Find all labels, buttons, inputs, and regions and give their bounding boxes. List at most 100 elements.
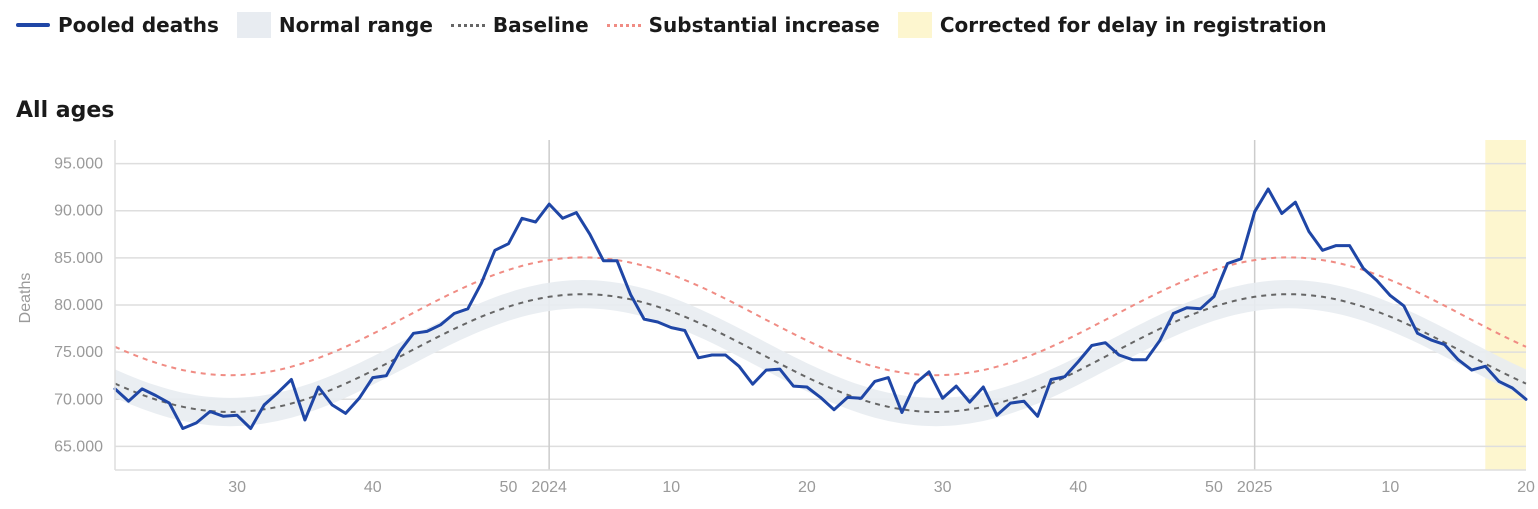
y-tick-label: 80.000	[54, 297, 103, 314]
y-tick-label: 70.000	[54, 391, 103, 408]
data-point	[982, 385, 985, 389]
y-tick-label: 90.000	[54, 203, 103, 220]
legend-label: Corrected for delay in registration	[939, 13, 1327, 37]
y-tick-label: 95.000	[54, 156, 103, 173]
legend-swatch	[897, 12, 932, 38]
data-point	[303, 418, 307, 422]
data-point	[602, 259, 605, 262]
x-tick-label: 10	[1381, 479, 1399, 496]
data-point	[1280, 212, 1284, 215]
data-point	[534, 220, 537, 224]
x-tick-label: 2025	[1237, 479, 1273, 496]
data-point	[168, 401, 171, 405]
data-point	[1334, 244, 1338, 247]
data-point	[1416, 332, 1419, 335]
data-point	[1199, 307, 1202, 310]
data-point	[330, 403, 334, 407]
data-point	[439, 323, 442, 326]
data-point	[1172, 312, 1175, 315]
chart-title: All ages	[16, 98, 115, 123]
data-point	[1131, 358, 1134, 361]
data-point	[1239, 257, 1243, 260]
normal-range-band	[115, 280, 1526, 427]
data-point	[1185, 306, 1189, 309]
data-point	[1049, 378, 1053, 381]
legend: Pooled deaths Normal range Baseline Substan…	[16, 10, 1327, 40]
data-point	[1077, 360, 1080, 363]
y-axis-label: Deaths	[17, 273, 34, 324]
data-point	[900, 411, 904, 414]
data-point	[480, 282, 483, 285]
data-point	[642, 317, 646, 321]
data-point	[1470, 368, 1473, 372]
data-point	[1524, 398, 1528, 401]
legend-item: Corrected for delay in registration	[897, 12, 1327, 38]
data-point	[1362, 267, 1365, 270]
data-point	[1321, 249, 1324, 252]
data-point	[222, 415, 225, 418]
x-tick-label: 50	[1205, 479, 1223, 496]
data-point	[181, 427, 184, 430]
data-point	[317, 385, 320, 389]
data-point	[195, 421, 198, 425]
legend-label: Substantial increase	[648, 13, 880, 37]
legend-label: Pooled deaths	[58, 13, 219, 37]
data-point	[154, 394, 157, 397]
y-tick-label: 75.000	[54, 344, 103, 361]
data-point	[208, 410, 212, 413]
data-point	[1443, 343, 1446, 346]
data-point	[670, 326, 673, 329]
data-point	[1497, 380, 1501, 383]
data-point	[1117, 353, 1121, 357]
data-point	[1402, 304, 1406, 308]
data-point	[805, 385, 809, 389]
data-point	[873, 380, 876, 383]
data-point	[548, 202, 551, 206]
data-point	[832, 408, 836, 411]
data-point	[683, 329, 686, 332]
data-point	[466, 307, 469, 310]
data-point	[615, 259, 619, 262]
data-point	[1375, 279, 1379, 282]
x-tick-label: 20	[798, 479, 816, 496]
legend-item: Baseline	[450, 13, 589, 37]
data-point	[263, 403, 266, 407]
data-point	[656, 320, 659, 324]
data-point	[819, 396, 822, 399]
data-point	[1022, 400, 1026, 403]
x-tick-label: 30	[934, 479, 952, 496]
data-point	[1063, 375, 1066, 378]
data-point	[398, 350, 402, 353]
legend-label: Normal range	[278, 13, 433, 37]
data-point	[941, 397, 944, 400]
data-point	[575, 211, 578, 214]
data-point	[968, 400, 971, 404]
legend-item: Normal range	[236, 12, 433, 38]
data-point	[1158, 339, 1161, 342]
data-point	[1429, 338, 1433, 342]
data-point	[629, 293, 632, 296]
data-point	[751, 383, 754, 386]
data-point	[371, 376, 374, 379]
data-point	[927, 370, 931, 374]
data-point	[887, 376, 890, 379]
data-point	[710, 353, 714, 357]
data-point	[358, 397, 361, 400]
data-point	[1104, 341, 1107, 344]
baseline-line	[114, 293, 1527, 414]
legend-item: Substantial increase	[606, 13, 880, 37]
x-tick-label: 30	[228, 479, 246, 496]
x-tick-label: 2024	[531, 479, 567, 496]
y-tick-label: 85.000	[54, 250, 103, 267]
legend-swatch	[450, 23, 485, 27]
data-point	[1212, 295, 1216, 298]
x-tick-label: 50	[500, 479, 518, 496]
data-point	[914, 382, 917, 385]
data-point	[140, 387, 144, 391]
data-point	[520, 217, 524, 220]
data-point	[955, 384, 958, 388]
data-point	[737, 365, 741, 368]
data-point	[249, 427, 252, 430]
data-point	[425, 330, 429, 333]
data-point	[1294, 201, 1297, 204]
